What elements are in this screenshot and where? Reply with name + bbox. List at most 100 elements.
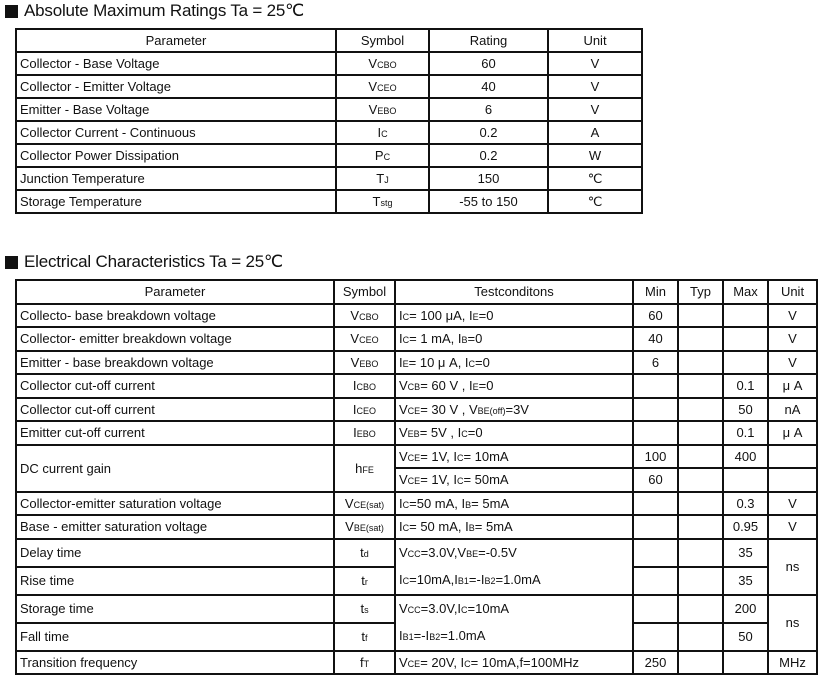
symbol-cell: VCEO [335,74,430,99]
subscript: E [402,358,409,369]
parameter-cell: Collector-emitter saturation voltage [15,490,335,516]
typ-cell [677,443,724,469]
unit-cell: ℃ [547,166,643,191]
unit-cell: V [767,302,818,328]
typ-cell [677,490,724,516]
text-segment: V [350,307,360,323]
text-segment: =-I [413,627,430,643]
column-header: Unit [767,279,818,305]
table-header-row: Parameter Symbol Testconditons Min Typ Max Uni… [15,279,818,305]
min-cell: 250 [632,649,679,675]
subscript: CB [407,382,421,393]
unit-cell: V [767,514,818,540]
parameter-cell: Fall time [15,621,335,652]
text-segment: =3.0V,I [420,600,462,616]
min-cell [632,621,679,652]
text-segment: V [399,654,408,670]
rating-cell: 40 [428,74,549,99]
max-cell [722,326,769,352]
text-segment: = 50 mA, I [409,519,469,535]
unit-cell: μ A [767,420,818,446]
subscript: CC [407,548,421,559]
min-cell [632,490,679,516]
symbol-cell: tf [333,621,396,652]
column-header: Symbol [335,28,430,53]
rating-cell: 60 [428,51,549,76]
test-condition-cell: VCC=3.0V,IC=10mA IB1=-IB2=1.0mA [394,593,634,652]
table-row: Transition frequency fT VCE= 20V, IC= 10mA… [15,649,818,675]
typ-cell [677,326,724,352]
text-segment: T [376,171,385,186]
text-segment: I [399,627,403,643]
column-header: Rating [428,28,549,53]
subscript: CBO [359,311,379,322]
symbol-cell: td [333,537,396,568]
max-cell [722,649,769,675]
max-cell: 35 [722,537,769,568]
test-condition-cell: IC= 1 mA, IB=0 [394,326,634,352]
subscript: C [402,523,410,534]
table-row: Emitter cut-off current IEBO VEB= 5V , IC=… [15,420,818,446]
subscript: C [468,358,476,369]
text-segment: I [399,354,403,370]
text-segment: V [368,56,378,71]
typ-cell [677,349,724,375]
subscript: f [365,633,368,643]
square-bullet-icon [5,4,18,18]
subscript: CE [407,476,421,487]
table-row: Collector cut-off current ICBO VCB= 60 V ,… [15,373,818,399]
subscript: B [468,523,475,534]
subscript: E [472,382,479,393]
table-row: Rise time tr 35 [15,565,817,596]
unit-cell: ns [767,537,818,596]
text-segment: I [399,519,403,535]
test-condition-cell: VCC=3.0V,VBE=-0.5V IC=10mA,IB1=-IB2=1.0mA [394,537,634,596]
max-cell: 0.3 [722,490,769,516]
parameter-cell: Rise time [15,565,335,596]
symbol-cell: ICEO [333,396,396,422]
square-bullet-icon [5,255,18,269]
subscript: CE(sat) [353,499,385,510]
table-row: Fall time tf 50 [15,621,817,652]
symbol-cell: hFE [333,443,396,493]
symbol-cell: VBE(sat) [333,514,396,540]
subscript: B2 [484,575,496,586]
subscript: EBO [359,358,379,369]
parameter-cell: Collector - Base Voltage [15,51,337,76]
subscript: EB [407,429,420,440]
unit-cell: V [547,51,643,76]
text-segment: V [399,600,408,616]
text-segment: =0 [475,354,490,370]
text-segment: =10mA [467,600,510,616]
subscript: BE(sat) [353,523,384,534]
max-cell: 50 [722,621,769,652]
text-segment: = 50mA [463,472,509,488]
text-segment: =0 [467,331,483,347]
subscript: C [402,499,410,510]
subscript: C [461,429,468,440]
text-segment: =1.0mA [440,627,486,643]
table-row: DC current gain hFE VCE= 1V, IC= 10mA 100 40… [15,443,818,493]
subscript: CC [407,604,421,615]
text-segment: =-0.5V [478,544,517,560]
text-segment: =10mA,I [409,571,458,587]
column-header: Parameter [15,279,335,305]
text-segment: = 30 V , V [420,401,478,417]
subscript: BE [466,548,479,559]
text-segment: = 20V, I [420,654,465,670]
subscript: CBO [377,60,397,70]
max-cell [722,349,769,375]
max-cell: 400 [722,443,769,469]
test-condition-cell: VCB= 60 V , IE=0 [394,373,634,399]
text-segment: =-I [468,571,485,587]
table-row: Collector - Base Voltage VCBO 60 V [15,51,643,76]
rating-cell: 0.2 [428,143,549,168]
text-segment: V [399,401,408,417]
symbol-cell: ts [333,593,396,624]
rating-cell: -55 to 150 [428,189,549,214]
column-header: Symbol [333,279,396,305]
max-cell [722,302,769,328]
table-row: Emitter - base breakdown voltage VEBO IE= … [15,349,818,375]
text-segment: V [399,425,408,441]
parameter-cell: Junction Temperature [15,166,337,191]
